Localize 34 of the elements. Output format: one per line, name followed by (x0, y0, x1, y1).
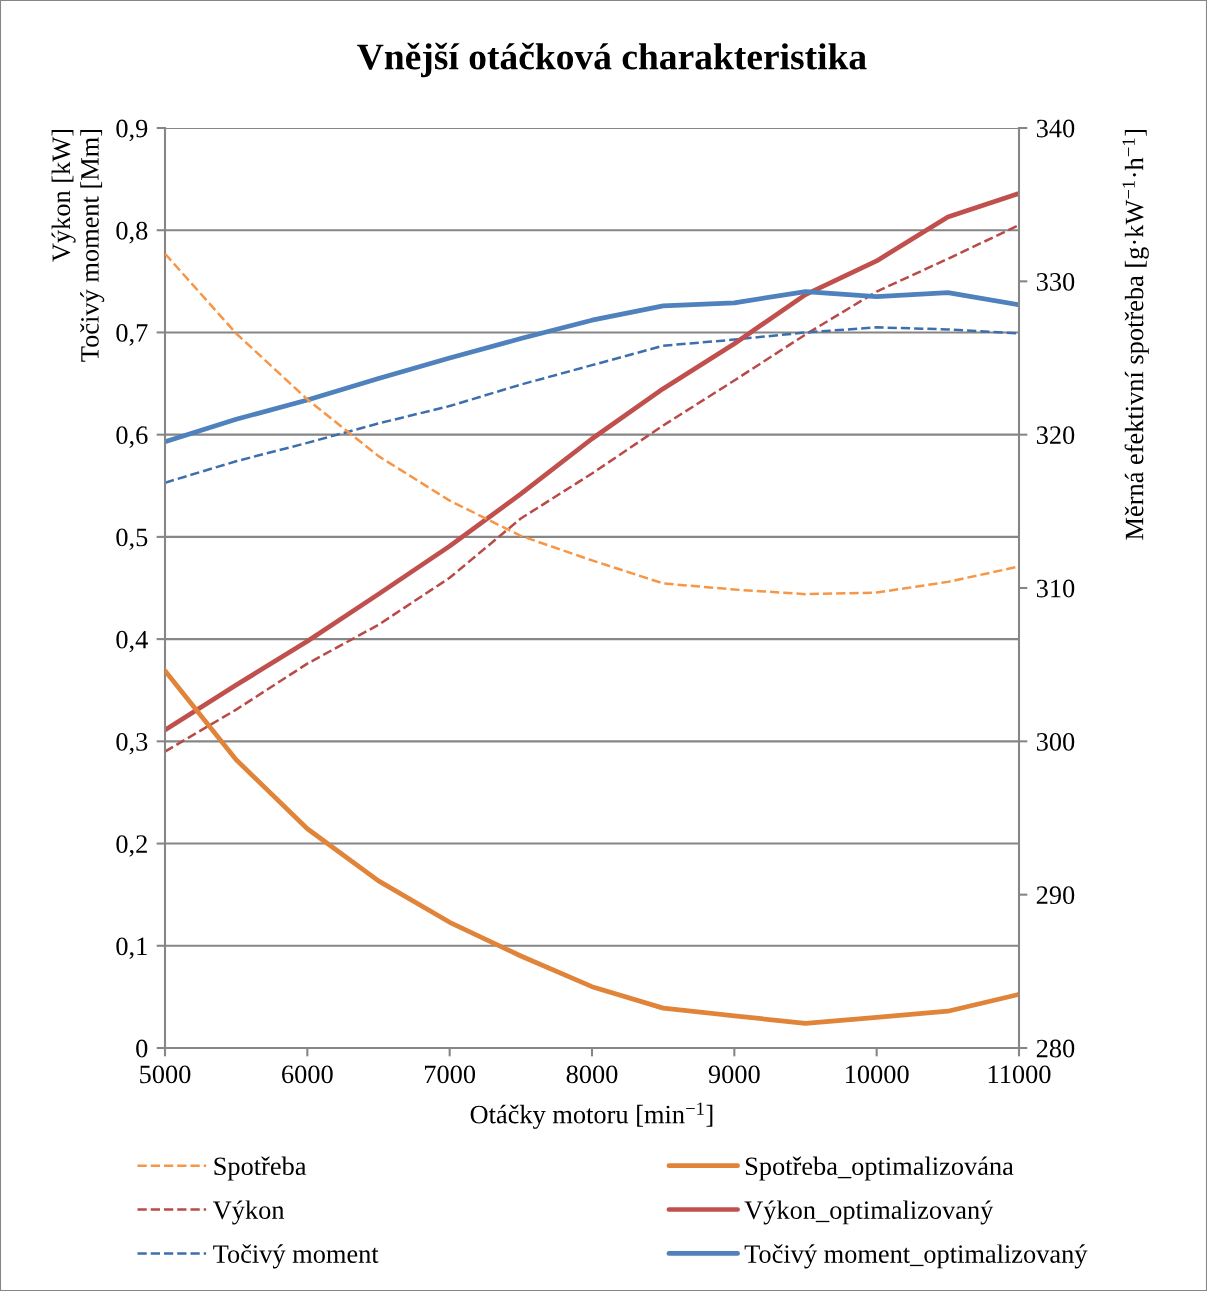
y-tick-label: 0 (136, 1039, 148, 1058)
y-tick-label: 0,4 (116, 630, 148, 653)
y-tick-label: 0,7 (116, 324, 148, 346)
y2-tick-label: 310 (1036, 579, 1075, 598)
y2-tick-label: 330 (1036, 272, 1075, 291)
x-tick-label: 6000 (282, 1065, 333, 1084)
legend-label: Točivý moment (213, 1244, 379, 1269)
y-tick-label: 0,9 (116, 119, 148, 142)
x-tick-label: 11000 (988, 1065, 1051, 1084)
x-tick-label: 5000 (140, 1065, 191, 1084)
legend-label: Výkon (213, 1200, 285, 1225)
y2-axis-title: Měrná efektivní spotřeba [g·kW$^{−1}$·h$^{−1}$] (1122, 129, 1149, 540)
y-axis-title: Výkon [kW] Točivý moment [Mm] (51, 129, 105, 362)
chart-title: Vnější otáčková charakteristika (357, 42, 867, 78)
y-tick-label: 0,2 (116, 835, 147, 857)
y2-tick-label: 320 (1036, 426, 1075, 445)
legend-label: Výkon_optimalizovaný (744, 1200, 994, 1225)
legend-label: Točivý moment_optimalizovaný (744, 1244, 1088, 1269)
y-tick-label: 0,6 (116, 426, 148, 448)
x-tick-label: 7000 (425, 1065, 476, 1084)
y2-tick-label: 290 (1036, 886, 1075, 905)
x-tick-label: 10000 (846, 1065, 909, 1084)
x-tick-label: 9000 (708, 1065, 760, 1084)
x-axis-title: Otáčky motoru [min$^{−1}$] (470, 1102, 713, 1129)
y-tick-label: 0,3 (116, 732, 148, 755)
y2-tick-label: 300 (1036, 732, 1075, 751)
y2-tick-label: 280 (1036, 1039, 1075, 1058)
y-tick-label: 0,8 (116, 221, 148, 244)
y-tick-label: 0,1 (116, 937, 147, 959)
legend-label: Spotřeba (214, 1156, 307, 1181)
y2-tick-label: 340 (1036, 119, 1075, 138)
legend-label: Spotřeba_optimalizována (745, 1156, 1014, 1181)
x-tick-label: 8000 (566, 1065, 618, 1084)
y-tick-label: 0,5 (116, 528, 148, 551)
